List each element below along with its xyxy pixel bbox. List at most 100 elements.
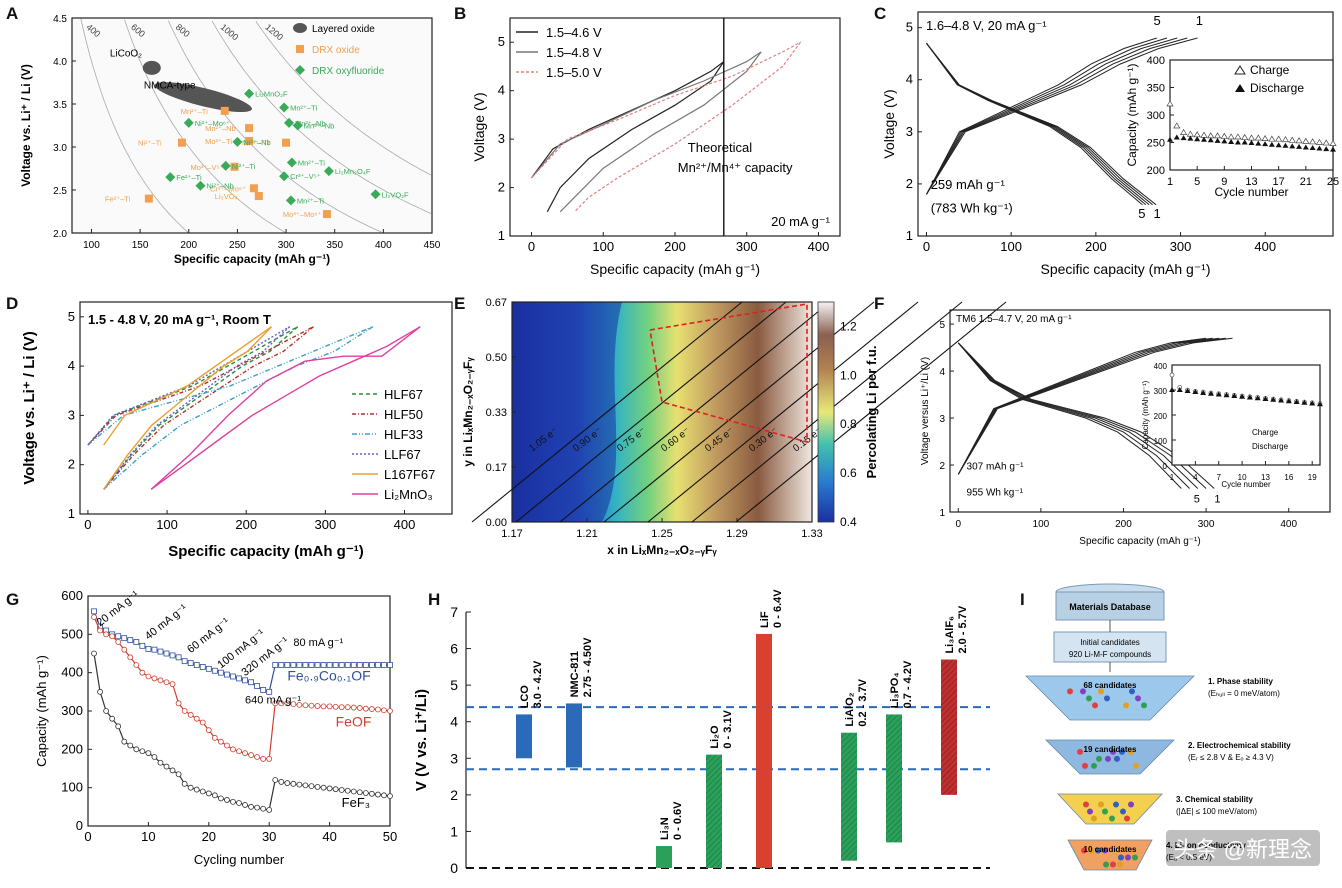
y-tick-label: 3 — [906, 124, 913, 139]
discharge-marker — [1167, 136, 1173, 142]
drx-oxyfluoride-point — [286, 157, 297, 168]
voltage-bar — [656, 846, 672, 868]
data-point — [296, 701, 303, 708]
discharge-marker — [1289, 143, 1296, 149]
point-label: Ni²⁺–Ti — [232, 162, 256, 171]
cycle-label: 1 — [1214, 494, 1220, 506]
discharge-marker — [1316, 145, 1323, 151]
drx-oxyfluoride-point — [370, 189, 381, 200]
data-point — [308, 702, 315, 709]
series-label: FeOF — [336, 713, 372, 729]
candidate-ball — [1117, 861, 1123, 868]
data-point — [290, 780, 297, 787]
y-axis-label: Voltage versus Li⁺/Li (V) — [920, 357, 931, 465]
x-axis-label: Cycle number — [1214, 185, 1288, 199]
candidate-ball — [1109, 815, 1115, 822]
data-point — [193, 715, 200, 722]
annotation: Theoretical — [688, 140, 752, 155]
data-point — [121, 646, 128, 653]
data-point — [302, 662, 309, 668]
panel-c-line-chart: 0 100 200 300 400 1 2 3 4 5 Specific capacity (mAh… — [881, 11, 1339, 277]
candidate-ball — [1125, 854, 1131, 861]
candidate-ball — [1133, 762, 1139, 769]
data-point — [187, 784, 194, 791]
legend-label: Discharge — [1250, 81, 1304, 95]
discharge-marker — [1200, 390, 1207, 395]
voltage-bar — [706, 754, 722, 868]
legend-marker — [1234, 65, 1246, 75]
y-tick-label: 1 — [450, 823, 458, 839]
data-point — [344, 787, 351, 794]
point-label: Mo³⁺–Ti — [205, 137, 232, 146]
discharge-marker — [1254, 395, 1261, 401]
candidate-ball — [1103, 861, 1109, 868]
x-tick-label: 1 — [1170, 473, 1175, 482]
data-point — [151, 646, 158, 653]
point-label: Mn²⁺–Nb — [205, 124, 236, 133]
bar-name: LiAlO₂ — [844, 692, 856, 726]
point-label: Mn²⁺–Ti — [298, 158, 325, 167]
discharge-marker — [1301, 399, 1308, 405]
discharge-marker — [1214, 137, 1221, 143]
x-tick-label: 300 — [1170, 239, 1192, 254]
rate-label: 640 mA g⁻¹ — [245, 694, 301, 706]
bar-name: Li₃N — [659, 817, 671, 840]
data-point — [157, 677, 164, 684]
candidate-ball — [1095, 847, 1101, 854]
colorbar-tick: 0.8 — [840, 417, 857, 431]
drx-oxide-point — [254, 192, 263, 201]
data-point — [169, 681, 176, 688]
candidate-ball — [1083, 801, 1089, 808]
data-point — [332, 786, 339, 793]
x-tick-label: 0 — [955, 519, 961, 530]
voltage-bar — [886, 714, 902, 843]
capacity-text: (783 Wh kg⁻¹) — [931, 201, 1013, 216]
y-tick-label: 2 — [68, 457, 75, 472]
data-point — [127, 742, 134, 749]
x-tick-label: 100 — [83, 240, 100, 251]
y-axis-label: V (V vs. Li⁺/Li) — [413, 689, 430, 791]
x-tick-label: 40 — [322, 829, 336, 844]
y-tick-label: 4 — [498, 83, 505, 98]
bar-range: 2.0 - 5.7V — [957, 605, 969, 653]
y-tick-label: 4 — [939, 367, 945, 378]
stage-criterion: (Eₐ < 0.5 eV) — [1166, 853, 1212, 862]
data-point — [326, 662, 333, 668]
drx-oxyfluoride-point — [220, 160, 231, 171]
panel-label-f: F — [874, 294, 885, 313]
point-label: Li₂VO₂F — [382, 190, 409, 199]
stage-title: 1. Phase stability — [1208, 677, 1273, 686]
x-tick-label: 17 — [1273, 176, 1285, 188]
data-point — [236, 675, 242, 682]
drx-oxyfluoride-point — [195, 180, 206, 191]
point-label: Ni²⁺–Nb — [206, 182, 233, 191]
candidate-ball — [1141, 702, 1147, 709]
charge-marker — [1234, 133, 1242, 140]
y-axis-label: Voltage vs. Li⁺ / Li (V) — [21, 331, 38, 485]
discharge-marker — [1241, 139, 1248, 145]
data-point — [266, 807, 273, 813]
charge-curve — [87, 326, 291, 446]
x-tick-label: 1.29 — [726, 528, 747, 540]
candidate-ball — [1135, 695, 1141, 702]
discharge-marker — [1176, 387, 1183, 392]
discharge-curve — [103, 326, 374, 490]
x-tick-label: 4 — [1193, 473, 1198, 482]
candidate-ball — [1092, 702, 1098, 709]
y-tick-label: 250 — [1147, 138, 1165, 150]
discharge-marker — [1309, 145, 1316, 150]
charge-marker — [1288, 136, 1296, 143]
candidate-ball — [1077, 748, 1083, 755]
colorbar-label: Percolating Li per f.u. — [864, 346, 879, 479]
charge-marker — [1268, 135, 1276, 142]
x-tick-label: 150 — [132, 240, 149, 251]
data-point — [181, 658, 188, 665]
y-tick-label: 4 — [906, 72, 913, 87]
drx-oxide-point — [245, 124, 254, 133]
point-label: Cr³⁺–Mo⁶⁺ — [210, 184, 246, 193]
heatmap-low-region — [512, 302, 622, 522]
data-point — [163, 679, 170, 686]
bar-name: LiF — [759, 611, 771, 628]
